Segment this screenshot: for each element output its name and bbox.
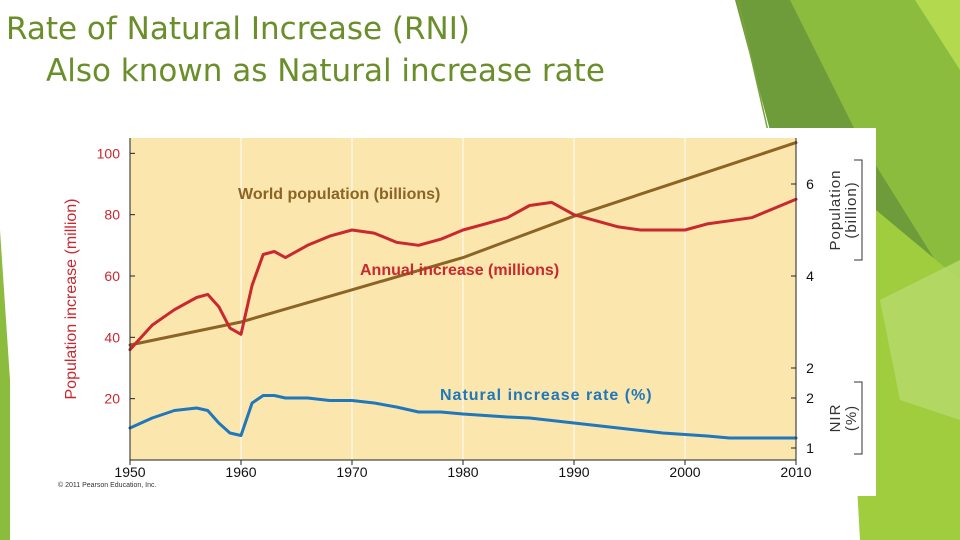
green-facet-4: [880, 260, 960, 420]
population-axis-title-line-1: Population: [827, 170, 844, 251]
x-tick-label: 2010: [780, 464, 811, 480]
left-tick-label: 40: [104, 329, 120, 345]
slide-title: Rate of Natural Increase (RNI) Also know…: [6, 8, 605, 92]
chart-figure: World population (billions) Annual increa…: [40, 128, 876, 496]
population-tick-label: 4: [806, 268, 814, 284]
x-tick-label: 1990: [558, 464, 589, 480]
nir-axis-title-line-1: NIR: [827, 404, 844, 433]
axis-layer: 1950 1960 1970 1980 1990 2000 2010 20 40 60 80 100 P…: [63, 138, 863, 480]
world-population-label: World population (billions): [238, 186, 440, 203]
title-line-2: Also known as Natural increase rate: [46, 53, 605, 89]
x-tick-label: 1960: [225, 464, 256, 480]
x-tick-label: 1950: [114, 464, 145, 480]
population-tick-label: 6: [806, 176, 814, 192]
population-chart: World population (billions) Annual increa…: [63, 138, 863, 480]
population-axis-title-line-2: (billion): [843, 181, 860, 238]
series-layer: [128, 141, 798, 440]
left-edge-accent: [0, 230, 10, 540]
grid-layer: [240, 138, 686, 460]
left-tick-label: 80: [104, 207, 120, 223]
label-layer: World population (billions) Annual increa…: [238, 186, 653, 404]
population-axis-bracket: [854, 159, 863, 261]
x-tick-label: 1970: [336, 464, 367, 480]
copyright-text: © 2011 Pearson Education, Inc.: [58, 482, 157, 489]
left-axis-title: Population increase (million): [63, 199, 80, 400]
population-tick-label: 2: [806, 360, 814, 376]
annual-increase-label: Annual increase (millions): [360, 262, 559, 279]
x-tick-label: 2000: [669, 464, 700, 480]
nir-tick-label: 1: [806, 440, 814, 456]
annual-increase-line: [128, 197, 798, 352]
nir-axis-bracket: [854, 381, 863, 455]
x-tick-label: 1980: [447, 464, 478, 480]
title-line-1: Rate of Natural Increase (RNI): [6, 11, 470, 47]
green-facet-5: [915, 0, 960, 70]
left-tick-label: 60: [104, 268, 120, 284]
left-tick-label: 20: [104, 391, 120, 407]
nir-tick-label: 2: [806, 390, 814, 406]
nir-axis-title-line-2: (%): [843, 405, 860, 431]
thin-accent-line: [737, 0, 771, 141]
left-tick-label: 100: [97, 145, 121, 161]
natural-increase-rate-label: Natural increase rate (%): [440, 387, 653, 404]
